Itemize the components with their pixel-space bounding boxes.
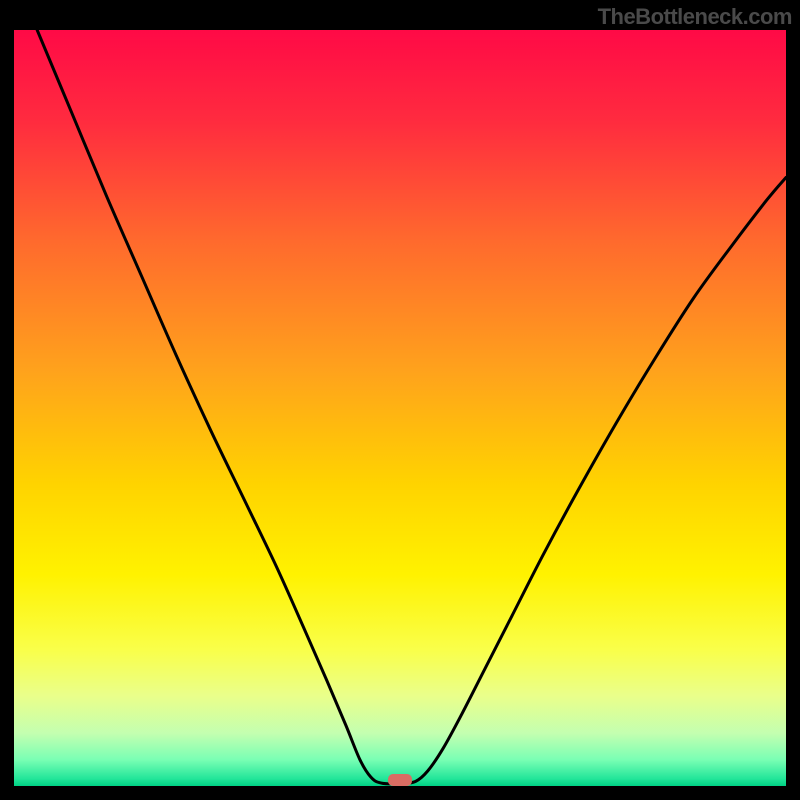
curve-line [14,30,786,786]
chart-container: TheBottleneck.com [0,0,800,800]
minimum-marker [388,774,412,786]
plot-area [14,30,786,786]
watermark-text: TheBottleneck.com [598,4,792,30]
